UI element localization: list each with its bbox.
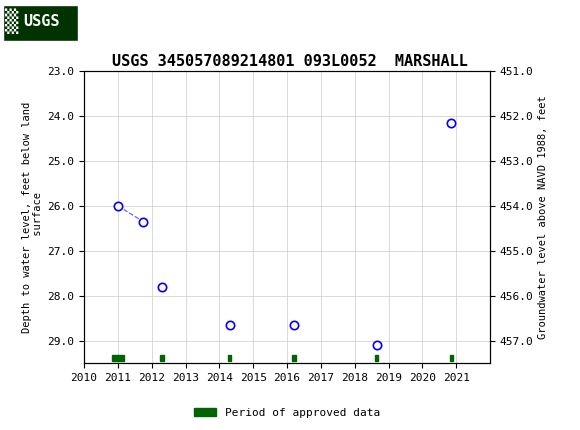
FancyBboxPatch shape — [3, 4, 78, 41]
Text: USGS: USGS — [23, 14, 60, 29]
Text: ▒: ▒ — [5, 9, 18, 34]
Bar — [112, 355, 124, 361]
Text: USGS 345057089214801 093L0052  MARSHALL: USGS 345057089214801 093L0052 MARSHALL — [112, 54, 468, 69]
Bar — [450, 355, 453, 361]
Bar — [292, 355, 296, 361]
Bar — [228, 355, 231, 361]
Y-axis label: Groundwater level above NAVD 1988, feet: Groundwater level above NAVD 1988, feet — [538, 95, 548, 339]
Bar — [160, 355, 164, 361]
Legend: Period of approved data: Period of approved data — [190, 403, 385, 422]
Bar — [375, 355, 378, 361]
Y-axis label: Depth to water level, feet below land
 surface: Depth to water level, feet below land su… — [21, 101, 44, 333]
